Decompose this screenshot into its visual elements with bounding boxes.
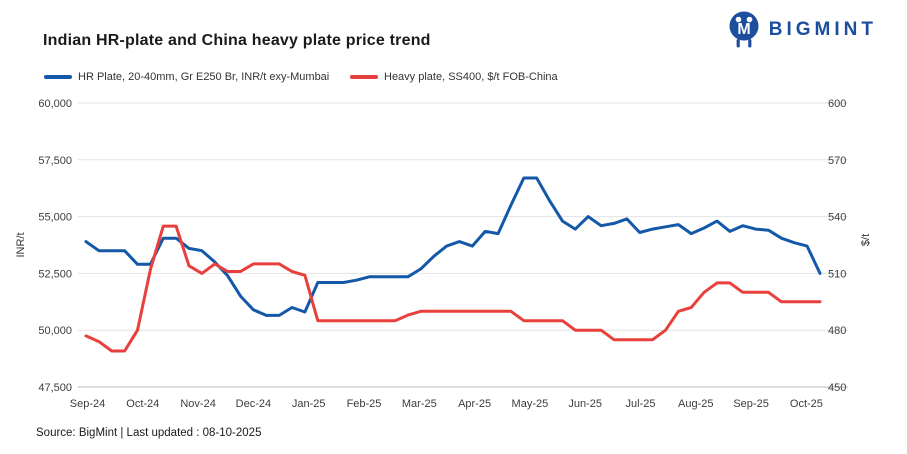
right-axis-tick-label: 480 (828, 325, 846, 337)
heavy-plate-legend-swatch (350, 75, 378, 79)
left-axis-tick-label: 55,000 (38, 212, 72, 224)
x-axis-tick-label: Mar-25 (402, 398, 437, 410)
right-axis-tick-label: 600 (828, 98, 846, 110)
x-axis-tick-label: Nov-24 (180, 398, 215, 410)
x-axis-tick-label: Jul-25 (626, 398, 656, 410)
left-axis-tick-label: 57,500 (38, 155, 72, 167)
source-note: Source: BigMint | Last updated : 08-10-2… (36, 427, 262, 439)
x-axis-tick-label: Dec-24 (236, 398, 271, 410)
bigmint-logo-text: BIGMINT (768, 19, 877, 40)
x-axis-tick-label: Apr-25 (458, 398, 491, 410)
legend-item-hr-plate: HR Plate, 20-40mm, Gr E250 Br, INR/t exy… (44, 70, 329, 84)
heavy-plate-legend-label: Heavy plate, SS400, $/t FOB-China (384, 71, 558, 83)
right-axis-tick-label: 450 (828, 382, 846, 394)
x-axis-tick-label: Sep-25 (733, 398, 768, 410)
heavy-plate-line (84, 224, 822, 353)
x-axis-tick-label: Jan-25 (292, 398, 326, 410)
hr-plate-legend-swatch (44, 75, 72, 79)
right-axis-title: $/t (860, 234, 872, 246)
svg-text:M: M (737, 21, 750, 38)
x-axis-tick-label: Jun-25 (568, 398, 602, 410)
right-axis-tick-label: 510 (828, 268, 846, 280)
right-axis-tick-label: 540 (828, 212, 846, 224)
x-axis-tick-label: Aug-25 (678, 398, 713, 410)
left-axis-tick-label: 47,500 (38, 382, 72, 394)
left-axis-tick-label: 60,000 (38, 98, 72, 110)
x-axis-tick-label: Oct-24 (126, 398, 159, 410)
right-axis-tick-label: 570 (828, 155, 846, 167)
hr-plate-legend-label: HR Plate, 20-40mm, Gr E250 Br, INR/t exy… (78, 71, 330, 83)
hr-plate-line (84, 176, 822, 317)
x-axis-tick-label: May-25 (512, 398, 549, 410)
bigmint-logo: M BIGMINT (727, 10, 877, 50)
left-axis-tick-label: 52,500 (38, 268, 72, 280)
x-axis-tick-label: Feb-25 (347, 398, 382, 410)
bigmint-logo-icon: M (729, 11, 759, 48)
left-axis-title: INR/t (15, 232, 27, 257)
x-axis-tick-label: Sep-24 (70, 398, 105, 410)
legend-item-heavy-plate: Heavy plate, SS400, $/t FOB-China (350, 70, 558, 84)
chart-title: Indian HR-plate and China heavy plate pr… (43, 32, 431, 49)
x-axis-tick-label: Oct-25 (790, 398, 823, 410)
left-axis-tick-label: 50,000 (38, 325, 72, 337)
